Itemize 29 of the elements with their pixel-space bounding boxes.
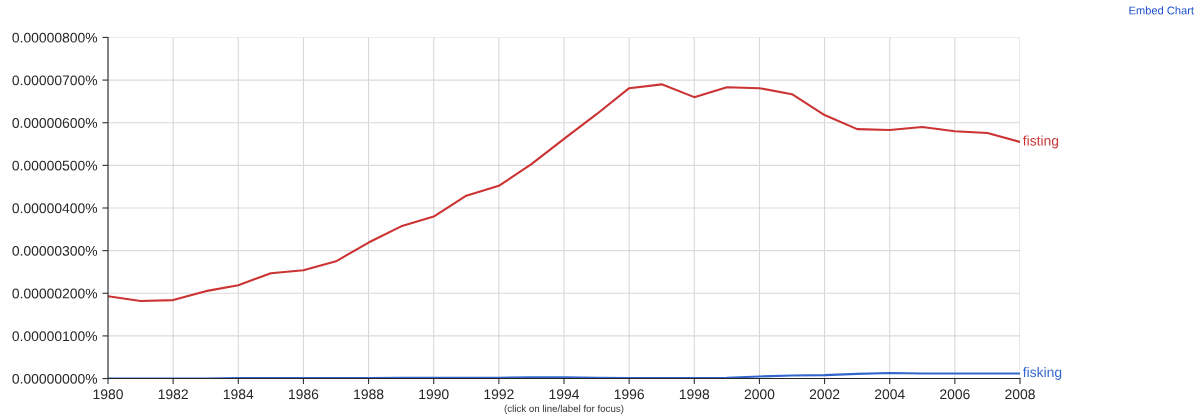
series-label: fisking: [1022, 366, 1062, 380]
x-tick-label: 2008: [1005, 389, 1035, 400]
x-tick-label: 1986: [289, 389, 319, 400]
y-tick-label: 0.00000200%: [12, 288, 98, 299]
x-tick-label: 1998: [679, 389, 710, 400]
y-tick-label: 0.00000000%: [12, 373, 98, 384]
x-tick-label: 1992: [484, 389, 514, 400]
x-tick-label: 2006: [940, 389, 970, 400]
y-tick-label: 0.00000600%: [12, 118, 98, 128]
x-tick-label: 1996: [614, 389, 644, 400]
y-tick-label: 0.00000800%: [12, 32, 98, 43]
x-tick-label: 1984: [223, 389, 254, 400]
x-tick-label: 1990: [419, 389, 449, 400]
y-tick-label: 0.00000300%: [12, 245, 98, 256]
x-tick-label: 1982: [158, 389, 188, 400]
x-tick-label: 2000: [744, 389, 775, 400]
x-tick-label: 1988: [354, 389, 384, 400]
x-tick-label: 1994: [549, 389, 580, 400]
x-tick-label: 1980: [93, 389, 123, 400]
text: (click on line/label for focus): [504, 404, 624, 414]
y-tick-label: 0.00000700%: [12, 75, 98, 86]
y-tick-label: 0.00000400%: [12, 203, 98, 214]
y-tick-label: 0.00000100%: [12, 331, 98, 342]
x-tick-label: 2002: [809, 389, 840, 400]
y-tick-label: 0.00000500%: [12, 160, 98, 171]
text: Embed Chart: [1129, 6, 1194, 15]
line-series: [108, 83, 1020, 302]
series-label: fisting: [1022, 135, 1059, 149]
x-tick-label: 2004: [874, 389, 905, 400]
